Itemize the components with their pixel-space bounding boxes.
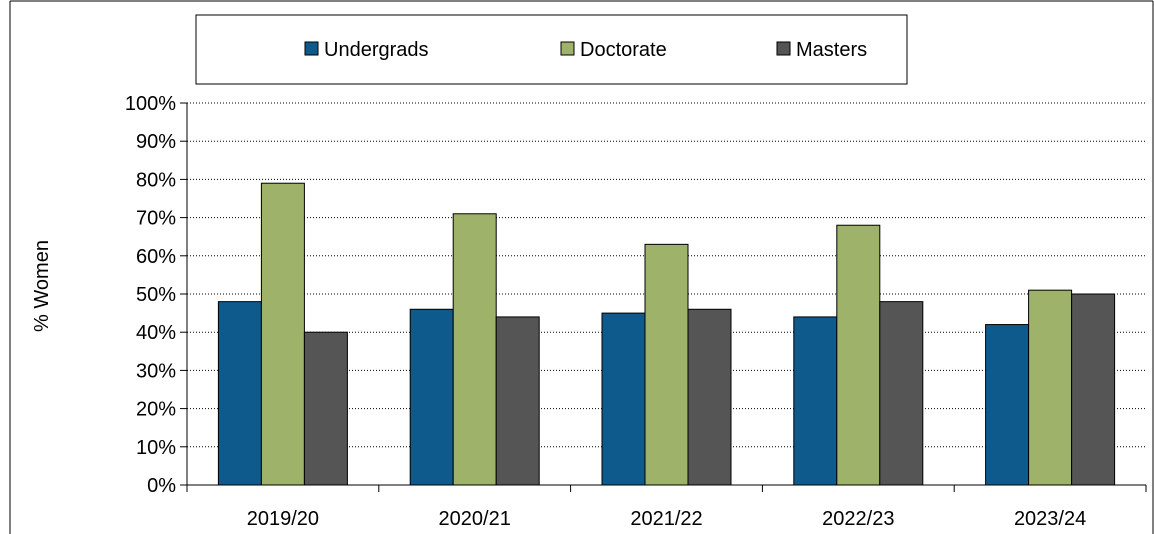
x-tick-label: 2021/22: [630, 508, 702, 530]
y-tick-label: 0%: [147, 475, 176, 497]
legend: Undergrads Doctorate Masters: [304, 39, 867, 61]
legend-label-masters: Masters: [796, 39, 867, 61]
bar-masters-2022-23: [879, 301, 924, 486]
x-tick-label: 2020/21: [439, 508, 511, 530]
y-tick-label: 20%: [136, 399, 176, 421]
bar-undergrads-2020-21: [409, 308, 454, 486]
legend-swatch-undergrads: [304, 41, 319, 56]
y-tick-label: 100%: [125, 93, 176, 115]
bar-doctorate-2020-21: [452, 213, 497, 486]
x-tick-label: 2019/20: [247, 508, 319, 530]
y-tick-label: 60%: [136, 246, 176, 268]
x-ticks: 2019/20 2020/21 2021/22 2022/23 2023/24: [186, 485, 1147, 530]
y-tick-label: 30%: [136, 360, 176, 382]
bar-undergrads-2023-24: [985, 324, 1030, 486]
y-tick-label: 80%: [136, 169, 176, 191]
y-tick-label: 50%: [136, 284, 176, 306]
bar-masters-2019-20: [303, 331, 348, 486]
bar-doctorate-2021-22: [644, 243, 689, 486]
bar-masters-2020-21: [495, 316, 540, 486]
legend-swatch-doctorate: [560, 41, 575, 56]
y-tick-label: 10%: [136, 437, 176, 459]
bar-doctorate-2022-23: [836, 224, 881, 486]
y-axis-label: % Women: [31, 240, 53, 332]
x-tick-label: 2023/24: [1014, 508, 1086, 530]
bar-undergrads-2019-20: [217, 301, 262, 486]
y-tick-label: 90%: [136, 131, 176, 153]
y-tick-label: 70%: [136, 208, 176, 230]
bar-masters-2021-22: [687, 308, 732, 486]
bar-masters-2023-24: [1071, 293, 1116, 486]
bars: [217, 182, 1116, 486]
y-tick-label: 40%: [136, 322, 176, 344]
legend-label-undergrads: Undergrads: [324, 39, 429, 61]
legend-swatch-masters: [776, 41, 791, 56]
bar-doctorate-2019-20: [260, 182, 305, 486]
y-ticks: 0% 10% 20% 30% 40% 50% 60% 70% 80% 90% 100%: [125, 93, 187, 497]
bar-undergrads-2021-22: [601, 312, 646, 486]
bar-doctorate-2023-24: [1028, 289, 1073, 486]
x-tick-label: 2022/23: [822, 508, 894, 530]
bar-undergrads-2022-23: [793, 316, 838, 486]
legend-label-doctorate: Doctorate: [580, 39, 667, 61]
